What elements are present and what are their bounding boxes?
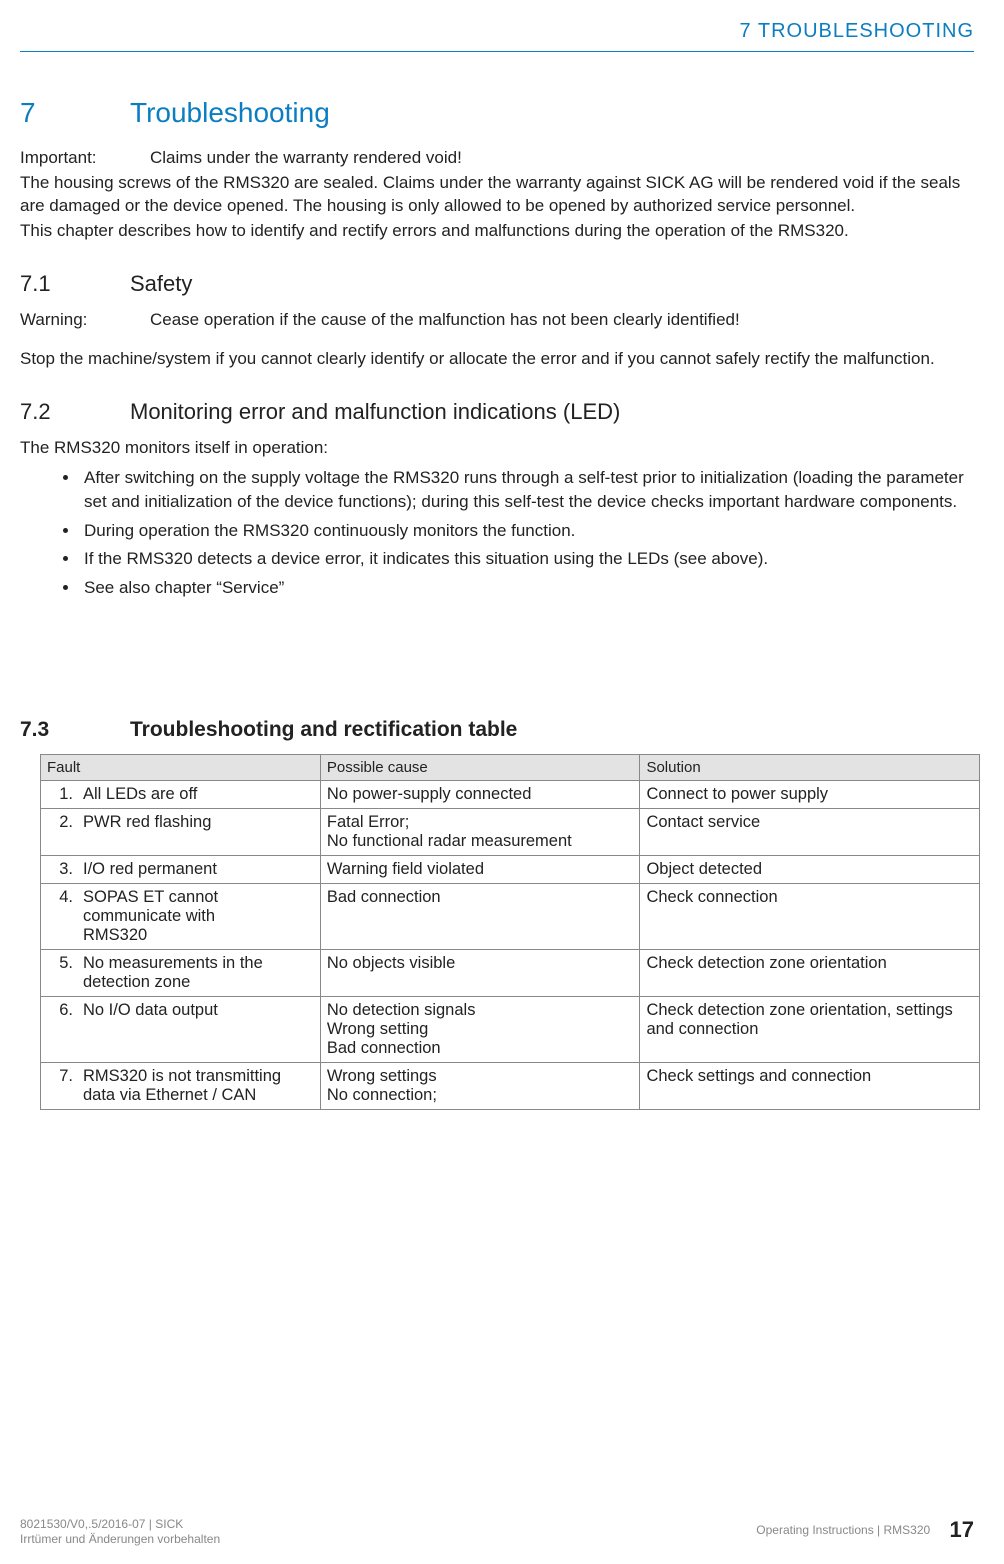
cause-cell: Warning field violated — [320, 855, 640, 883]
solution-cell: Connect to power supply — [640, 780, 980, 808]
section-7-2-heading: 7.2Monitoring error and malfunction indi… — [20, 399, 974, 425]
list-item: After switching on the supply voltage th… — [80, 466, 974, 515]
cause-cell: No objects visible — [320, 949, 640, 996]
table-row: 1.All LEDs are offNo power-supply connec… — [41, 780, 980, 808]
solution-cell: Check detection zone orientation, settin… — [640, 996, 980, 1062]
chapter-title: Troubleshooting — [130, 97, 330, 128]
warning-label: Warning: — [20, 309, 150, 332]
table-row: 2.PWR red flashingFatal Error;No functio… — [41, 808, 980, 855]
page-number: 17 — [950, 1517, 974, 1543]
table-row: 6.No I/O data outputNo detection signals… — [41, 996, 980, 1062]
solution-cell: Object detected — [640, 855, 980, 883]
section-7-2-number: 7.2 — [20, 399, 130, 425]
table-header-row: Fault Possible cause Solution — [41, 754, 980, 780]
fault-cell: 3.I/O red permanent — [41, 855, 321, 883]
footer-left-1: 8021530/V0,.5/2016-07 | SICK — [20, 1517, 220, 1533]
solution-cell: Contact service — [640, 808, 980, 855]
section-7-3-number: 7.3 — [20, 718, 130, 742]
list-item: See also chapter “Service” — [80, 576, 974, 601]
table-row: 4.SOPAS ET cannot communicate with RMS32… — [41, 883, 980, 949]
col-solution: Solution — [640, 754, 980, 780]
fault-cell: 1.All LEDs are off — [41, 780, 321, 808]
chapter-heading: 7Troubleshooting — [20, 97, 974, 129]
footer-right: Operating Instructions | RMS320 — [756, 1523, 930, 1537]
fault-cell: 6.No I/O data output — [41, 996, 321, 1062]
section-7-2-intro: The RMS320 monitors itself in operation: — [20, 437, 974, 460]
solution-cell: Check connection — [640, 883, 980, 949]
warning-text: Cease operation if the cause of the malf… — [150, 310, 740, 329]
col-fault: Fault — [41, 754, 321, 780]
section-7-3-title: Troubleshooting and rectification table — [130, 718, 517, 741]
warning-line: Warning:Cease operation if the cause of … — [20, 309, 974, 332]
fault-cell: 5.No measurements in the detection zone — [41, 949, 321, 996]
list-item: During operation the RMS320 continuously… — [80, 519, 974, 544]
section-7-1-number: 7.1 — [20, 271, 130, 297]
important-body-2: This chapter describes how to identify a… — [20, 220, 974, 243]
cause-cell: No power-supply connected — [320, 780, 640, 808]
running-header: 7 TROUBLESHOOTING — [20, 20, 974, 52]
important-line: Important:Claims under the warranty rend… — [20, 147, 974, 170]
important-headline: Claims under the warranty rendered void! — [150, 148, 462, 167]
table-row: 5.No measurements in the detection zoneN… — [41, 949, 980, 996]
important-body-1: The housing screws of the RMS320 are sea… — [20, 172, 974, 218]
solution-cell: Check detection zone orientation — [640, 949, 980, 996]
cause-cell: No detection signalsWrong settingBad con… — [320, 996, 640, 1062]
section-7-1-heading: 7.1Safety — [20, 271, 974, 297]
chapter-number: 7 — [20, 97, 130, 129]
table-row: 3.I/O red permanentWarning field violate… — [41, 855, 980, 883]
section-7-2-title: Monitoring error and malfunction indicat… — [130, 399, 620, 424]
fault-cell: 4.SOPAS ET cannot communicate with RMS32… — [41, 883, 321, 949]
footer-left-2: Irrtümer und Änderungen vorbehalten — [20, 1532, 220, 1548]
solution-cell: Check settings and connection — [640, 1062, 980, 1109]
cause-cell: Wrong settingsNo connection; — [320, 1062, 640, 1109]
section-7-2-bullets: After switching on the supply voltage th… — [80, 466, 974, 601]
fault-cell: 7.RMS320 is not transmitting data via Et… — [41, 1062, 321, 1109]
section-7-1-title: Safety — [130, 271, 192, 296]
table-row: 7.RMS320 is not transmitting data via Et… — [41, 1062, 980, 1109]
safety-body: Stop the machine/system if you cannot cl… — [20, 348, 974, 371]
troubleshooting-table: Fault Possible cause Solution 1.All LEDs… — [40, 754, 980, 1110]
page-footer: 8021530/V0,.5/2016-07 | SICK Irrtümer un… — [20, 1517, 974, 1548]
list-item: If the RMS320 detects a device error, it… — [80, 547, 974, 572]
cause-cell: Bad connection — [320, 883, 640, 949]
fault-cell: 2.PWR red flashing — [41, 808, 321, 855]
col-cause: Possible cause — [320, 754, 640, 780]
section-7-3-heading: 7.3Troubleshooting and rectification tab… — [20, 718, 974, 742]
cause-cell: Fatal Error;No functional radar measurem… — [320, 808, 640, 855]
important-label: Important: — [20, 147, 150, 170]
